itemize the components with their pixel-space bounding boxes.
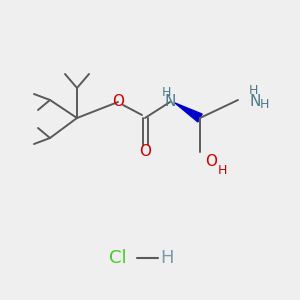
Text: H: H bbox=[248, 85, 258, 98]
Polygon shape bbox=[175, 103, 202, 122]
Text: O: O bbox=[112, 94, 124, 110]
Text: H: H bbox=[160, 249, 174, 267]
Text: O: O bbox=[205, 154, 217, 169]
Text: H: H bbox=[217, 164, 227, 176]
Text: N: N bbox=[164, 94, 176, 110]
Text: Cl: Cl bbox=[109, 249, 127, 267]
Text: O: O bbox=[139, 145, 151, 160]
Text: N: N bbox=[249, 94, 261, 109]
Text: H: H bbox=[259, 98, 269, 112]
Text: H: H bbox=[161, 85, 171, 98]
